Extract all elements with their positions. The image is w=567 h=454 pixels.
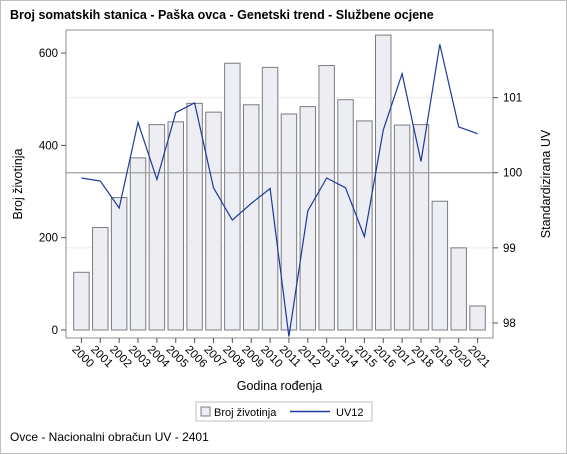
legend-box <box>195 401 373 422</box>
bar <box>92 227 109 331</box>
legend-bar-label: Broj životinja <box>214 407 277 419</box>
bar <box>469 305 486 331</box>
plot-area <box>65 29 494 339</box>
uv12-series-line <box>81 44 478 337</box>
y2-tick-label: 100 <box>503 168 522 180</box>
uv12-line <box>81 44 478 337</box>
y2-tick-label: 101 <box>503 93 522 105</box>
x-axis-label: Godina rođenja <box>237 379 323 393</box>
bar <box>356 120 373 331</box>
bar <box>261 66 279 331</box>
y2-tick-label: 99 <box>503 243 516 255</box>
bar <box>167 121 184 331</box>
y-tick-label: 200 <box>39 233 58 245</box>
chart-title: Broj somatskih stanica - Paška ovca - Ge… <box>10 8 434 22</box>
bars <box>73 34 486 331</box>
bar <box>280 113 298 331</box>
bar <box>129 157 147 331</box>
bar <box>431 200 449 331</box>
y2-tick-label: 98 <box>503 318 516 330</box>
y-tick-label: 400 <box>39 140 58 152</box>
bar <box>242 104 260 331</box>
bar <box>393 124 411 331</box>
bar <box>224 62 241 331</box>
y-axis-label: Broj životinja <box>11 149 25 220</box>
y-tick-label: 600 <box>39 48 58 60</box>
bar <box>186 102 203 331</box>
bar <box>73 271 90 331</box>
bar <box>148 124 166 331</box>
legend: Broj životinja UV12 <box>195 401 373 422</box>
bar <box>299 106 317 331</box>
y-tick-label: 0 <box>52 325 58 337</box>
bar <box>110 197 128 331</box>
bar <box>205 111 222 331</box>
bar <box>318 65 335 331</box>
bar <box>375 34 392 331</box>
legend-line-label: UV12 <box>336 407 364 419</box>
legend-bar-swatch <box>200 406 211 417</box>
bar <box>337 99 354 331</box>
footnote: Ovce - Nacionalni obračun UV - 2401 <box>10 430 209 444</box>
y2-axis-label: Standardizirana UV <box>539 129 553 238</box>
bar <box>450 247 467 331</box>
bar <box>412 124 430 331</box>
